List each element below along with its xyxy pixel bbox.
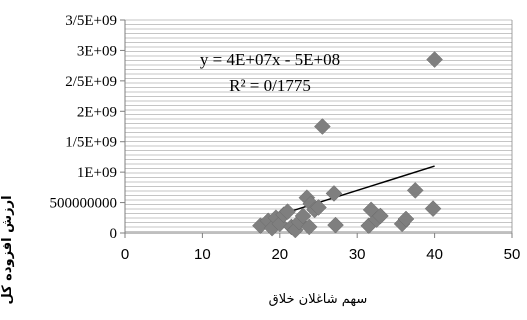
data-point bbox=[279, 203, 296, 221]
data-point bbox=[406, 182, 424, 199]
x-tick-labels: 0 10 20 30 40 50 bbox=[121, 233, 521, 263]
y-tick-label: 1/5E+09 bbox=[65, 135, 117, 151]
data-points bbox=[252, 51, 443, 239]
x-axis-title: سهم شاغلان خلاق bbox=[269, 292, 368, 307]
r-squared-label: R² = 0/1775 bbox=[229, 76, 311, 95]
x-tick-label: 10 bbox=[194, 246, 211, 263]
data-point bbox=[327, 216, 344, 234]
trendline-equation: y = 4E+07x - 5E+08 bbox=[200, 50, 340, 69]
x-tick-label: 0 bbox=[121, 246, 129, 263]
data-point bbox=[426, 51, 443, 68]
data-point bbox=[300, 218, 318, 236]
y-tick-label: 0 bbox=[110, 226, 118, 242]
data-point bbox=[294, 207, 312, 225]
y-tick-label: 2E+09 bbox=[77, 104, 117, 120]
x-tick-label: 30 bbox=[349, 246, 366, 263]
data-point bbox=[372, 207, 389, 225]
y-tick-label: 1E+09 bbox=[77, 165, 117, 181]
y-tick-label: 500000000 bbox=[50, 196, 118, 212]
y-axis-title: ارزش افزوده کل bbox=[0, 195, 15, 304]
y-tick-label: 3/5E+09 bbox=[65, 13, 117, 29]
x-tick-label: 40 bbox=[426, 246, 443, 263]
data-point bbox=[325, 185, 343, 202]
data-point bbox=[310, 199, 327, 216]
y-tick-label: 3E+09 bbox=[77, 43, 117, 59]
y-tick-labels: 0 500000000 1E+09 1/5E+09 2E+09 2/5E+09 3E+09 3… bbox=[50, 13, 125, 242]
data-point bbox=[424, 200, 442, 218]
x-tick-label: 50 bbox=[504, 246, 521, 263]
y-tick-label: 2/5E+09 bbox=[65, 74, 117, 90]
data-point bbox=[314, 118, 331, 135]
data-point bbox=[397, 210, 415, 228]
x-tick-label: 20 bbox=[271, 246, 288, 263]
